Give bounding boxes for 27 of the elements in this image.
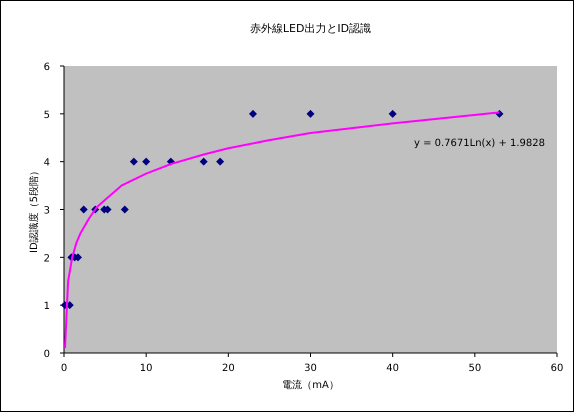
y-tick-label: 5 — [44, 110, 50, 121]
x-axis-title: 電流（mA） — [282, 379, 339, 391]
y-tick-label: 3 — [44, 206, 50, 216]
point — [130, 158, 138, 166]
y-tick-label: 1 — [44, 301, 50, 312]
point — [200, 158, 208, 166]
x-tick-label: 10 — [140, 363, 153, 374]
x-tick-label: 60 — [550, 363, 564, 374]
y-tick-label: 0 — [44, 349, 50, 360]
chart-title: 赤外線LED出力とID認識 — [250, 22, 372, 35]
point — [216, 158, 224, 166]
point — [80, 206, 88, 214]
point — [388, 110, 397, 118]
x-tick-label: 0 — [60, 363, 68, 374]
x-tick-label: 30 — [304, 363, 317, 374]
point — [306, 110, 314, 118]
y-tick-label: 4 — [44, 158, 50, 169]
point — [248, 110, 257, 118]
point — [142, 158, 150, 166]
x-tick-label: 40 — [386, 363, 400, 374]
y-tick-label: 6 — [44, 62, 50, 73]
x-tick-label: 50 — [468, 363, 482, 374]
annotation: y = 0.7671Ln(x) + 1.9828 — [414, 138, 545, 149]
y-tick-label: 2 — [44, 253, 50, 264]
y-axis-title: ID認識度（5段階） — [28, 166, 40, 254]
point — [120, 206, 129, 214]
x-tick-label: 20 — [222, 363, 235, 374]
